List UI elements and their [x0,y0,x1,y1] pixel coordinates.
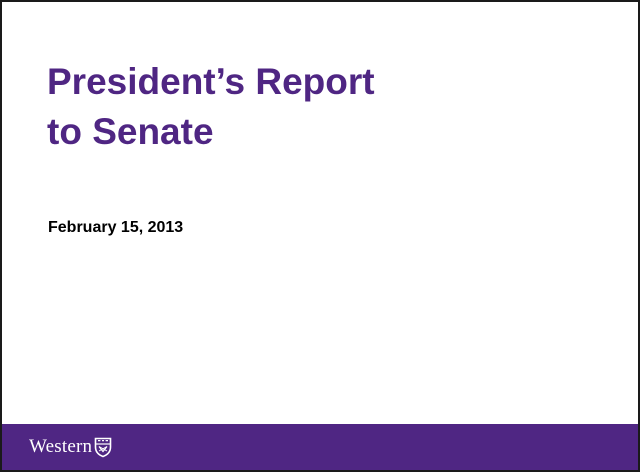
footer-bar: Western [2,424,638,470]
western-logo: Western [29,436,112,458]
logo-wordmark: Western [29,436,93,457]
slide-title-line-2: to Senate [47,111,214,152]
university-crest-icon [94,437,112,457]
slide-title-line-1: President’s Report [47,61,375,102]
slide-title: President’s Report to Senate [47,57,375,157]
slide-date: February 15, 2013 [48,219,184,236]
